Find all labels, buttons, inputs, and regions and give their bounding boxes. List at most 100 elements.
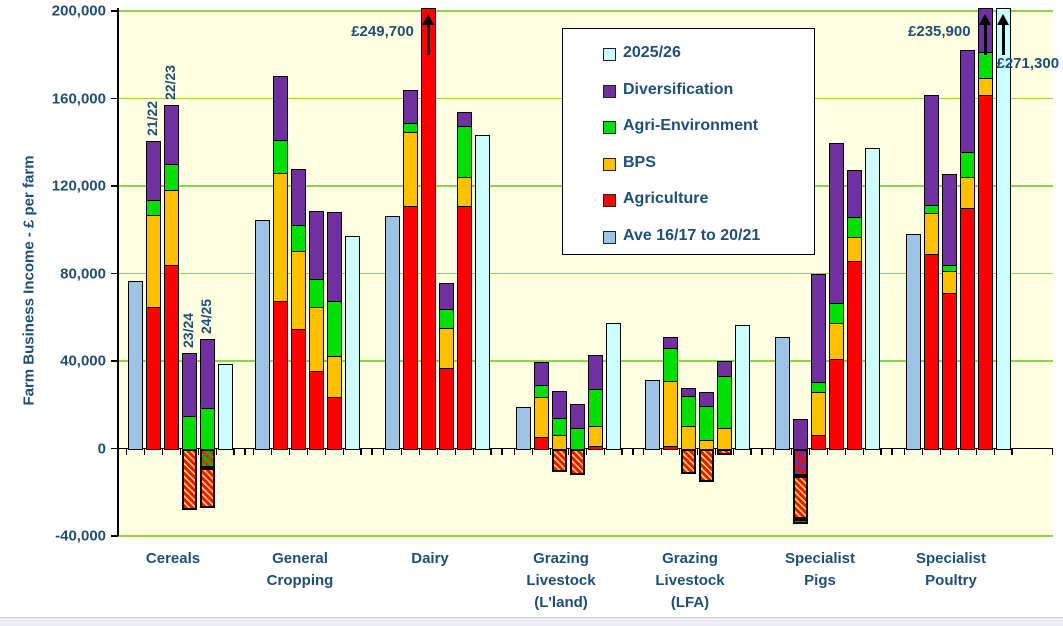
bar-2025-26	[734, 325, 750, 450]
bar-segment-bps	[290, 250, 306, 331]
legend-swatch-bps	[603, 157, 616, 171]
bar-segment-diversification	[326, 211, 342, 303]
category-tick	[643, 448, 645, 455]
y-tick-label: 160,000	[51, 90, 106, 107]
bar-segment-agriculture	[145, 307, 161, 450]
window-edge-strip	[0, 617, 1063, 626]
x-category-label: Specialist Pigs	[785, 548, 855, 592]
bar-segment-agri_environment	[181, 415, 197, 450]
bar-segment-agri_environment	[163, 163, 179, 191]
category-tick	[1011, 448, 1013, 455]
bar-segment-bps	[456, 176, 472, 207]
category-tick	[750, 448, 752, 455]
y-tick	[111, 447, 118, 450]
bar-segment-agriculture	[420, 8, 436, 450]
bar-segment-diversification	[533, 361, 549, 387]
category-tick	[891, 448, 893, 455]
bar-segment-agri_environment	[326, 301, 342, 357]
gridline-200000	[118, 10, 1053, 12]
gridline-40000	[118, 360, 1053, 362]
legend-swatch-agriculture	[603, 194, 616, 208]
category-tick	[383, 448, 385, 455]
bar-segment-bps	[163, 189, 179, 266]
x-category-line: Specialist	[915, 550, 987, 567]
y-tick	[111, 272, 118, 275]
y-tick-label: 0	[97, 440, 106, 457]
x-category-line: Livestock	[526, 572, 596, 589]
bar-2025-26	[995, 8, 1011, 450]
bar-segment-agriculture	[163, 264, 179, 450]
bar-segment-bps	[438, 328, 454, 370]
year-label-22-23: 22/23	[162, 64, 179, 100]
bar-segment-agriculture	[923, 253, 939, 450]
category-tick	[436, 448, 438, 455]
bar-segment-agri_environment	[698, 406, 714, 442]
clip-arrow-head	[422, 14, 435, 25]
bar-average	[385, 215, 400, 450]
bar-segment-agri_environment	[587, 388, 603, 428]
bar-segment-bps	[533, 397, 549, 439]
category-tick	[400, 448, 403, 455]
bar-segment-diversification	[456, 111, 472, 128]
x-category-label: Grazing Livestock (LFA)	[655, 548, 724, 614]
year-label-24-25: 24/25	[198, 299, 215, 335]
bar-segment-agri_environment	[456, 126, 472, 178]
y-tick-label: 80,000	[60, 265, 106, 282]
bar-segment-agri_environment	[199, 408, 215, 450]
bar-2025-26	[217, 364, 233, 450]
category-tick	[514, 448, 516, 455]
category-tick	[1052, 448, 1054, 455]
clip-arrow-stem	[1001, 25, 1005, 55]
bar-segment-agriculture	[846, 260, 862, 450]
clip-arrow-stem	[426, 25, 430, 55]
bar-segment-bps	[272, 172, 288, 302]
bar-segment-agri_environment	[716, 376, 732, 430]
category-tick	[567, 448, 569, 455]
bar-segment-bps	[959, 177, 975, 209]
category-tick	[253, 448, 255, 455]
category-tick	[993, 448, 995, 455]
category-tick	[179, 448, 181, 455]
category-tick	[306, 448, 308, 455]
bar-segment-agri_environment	[810, 381, 826, 394]
x-category-label: Dairy	[411, 548, 449, 570]
category-tick	[418, 448, 420, 455]
x-category-line: (LFA)	[670, 594, 710, 611]
legend-label: Diversification	[623, 80, 734, 98]
bar-segment-agriculture	[308, 370, 324, 450]
bar-segment-diversification	[181, 353, 197, 417]
category-tick	[678, 448, 680, 455]
category-tick	[161, 448, 163, 455]
bar-segment-agriculture	[326, 396, 342, 450]
bar-segment-diversification	[551, 390, 567, 419]
bar-segment-agriculture_neg	[792, 476, 808, 519]
x-category-line: Dairy	[411, 550, 449, 567]
category-tick	[714, 448, 716, 455]
category-tick	[808, 448, 810, 455]
bar-segment-bps	[587, 426, 603, 448]
bar-segment-diversification	[662, 336, 678, 349]
category-tick	[621, 448, 623, 455]
bar-segment-diversification	[272, 75, 288, 142]
bar-segment-agri_environment	[533, 385, 549, 399]
category-tick	[270, 448, 273, 455]
category-tick	[360, 448, 362, 455]
y-tick-label: 40,000	[60, 352, 106, 370]
bar-segment-diversification	[145, 140, 161, 201]
legend-swatch-agri_environment	[603, 121, 616, 135]
bar-segment-agriculture_neg	[569, 448, 585, 476]
legend-label: BPS	[623, 153, 656, 171]
x-category-label: General Cropping	[267, 548, 334, 592]
bar-segment-bps	[308, 307, 324, 372]
bar-segment-diversification	[828, 143, 844, 305]
category-tick	[233, 448, 235, 455]
category-tick	[531, 448, 534, 455]
bar-segment-agri_environment	[828, 303, 844, 324]
bar-segment-agri_environment_neg	[792, 518, 808, 524]
bar-average	[645, 379, 660, 450]
category-tick	[790, 448, 793, 455]
zero-axis-line	[118, 447, 1053, 450]
bar-segment-diversification	[941, 173, 957, 266]
category-tick	[371, 448, 373, 455]
bar-segment-diversification	[163, 104, 179, 165]
